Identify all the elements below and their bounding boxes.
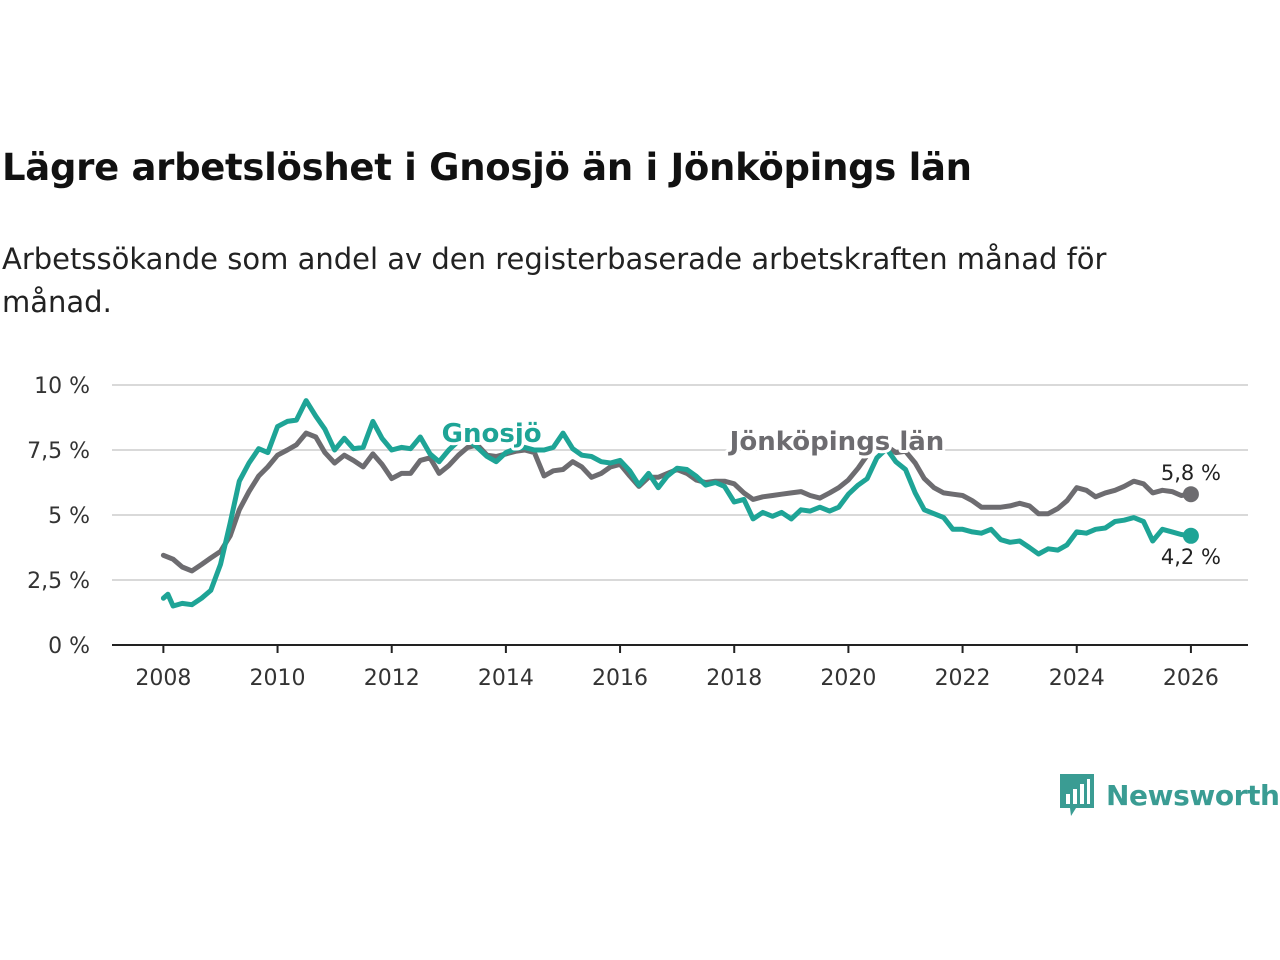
series-end-point [1182, 486, 1199, 503]
x-tick-label: 2026 [1163, 666, 1219, 691]
chart-subtitle: Arbetssökande som andel av den registerb… [2, 242, 1107, 319]
y-tick-label: 7,5 % [27, 439, 90, 464]
y-tick-label: 5 % [48, 504, 90, 529]
y-tick-label: 2,5 % [27, 569, 90, 594]
bar-chart-speech-bubble-icon [1060, 774, 1094, 816]
series-layer [160, 398, 1194, 609]
x-tick-label: 2018 [706, 666, 762, 691]
y-tick-label: 0 % [48, 634, 90, 659]
x-tick-label: 2020 [820, 666, 876, 691]
x-tick-label: 2010 [250, 666, 306, 691]
chart-title: Lägre arbetslöshet i Gnosjö än i Jönköpi… [2, 146, 972, 189]
x-tick-label: 2008 [135, 666, 191, 691]
series-end-label: 5,8 % [1161, 461, 1221, 485]
x-tick-label: 2016 [592, 666, 648, 691]
series-end-point [1182, 527, 1199, 544]
x-tick-label: 2014 [478, 666, 534, 691]
x-tick-label: 2024 [1049, 666, 1105, 691]
x-tick-label: 2022 [935, 666, 991, 691]
brand-name: Newsworthy [1106, 778, 1280, 812]
series-end-label: 4,2 % [1161, 545, 1221, 569]
series-label: Jönköpings län [728, 427, 945, 457]
grid-layer [112, 384, 1248, 581]
axis-layer: 0 % 2,5 % 5 % 7,5 % 10 % 2008 2010 2012 2014 2016… [27, 374, 1248, 691]
series-line-gnosj- [160, 398, 1194, 609]
series-label: Gnosjö [442, 419, 542, 449]
label-layer: 5,8 % 4,2 % Jönköpings län Gnosjö [439, 416, 1221, 569]
x-tick-label: 2012 [364, 666, 420, 691]
line-chart: 0 % 2,5 % 5 % 7,5 % 10 % 2008 2010 2012 2014 2016… [27, 374, 1248, 691]
y-tick-label: 10 % [34, 374, 90, 399]
newsworthy-brand[interactable]: Newsworthy [1058, 772, 1280, 818]
